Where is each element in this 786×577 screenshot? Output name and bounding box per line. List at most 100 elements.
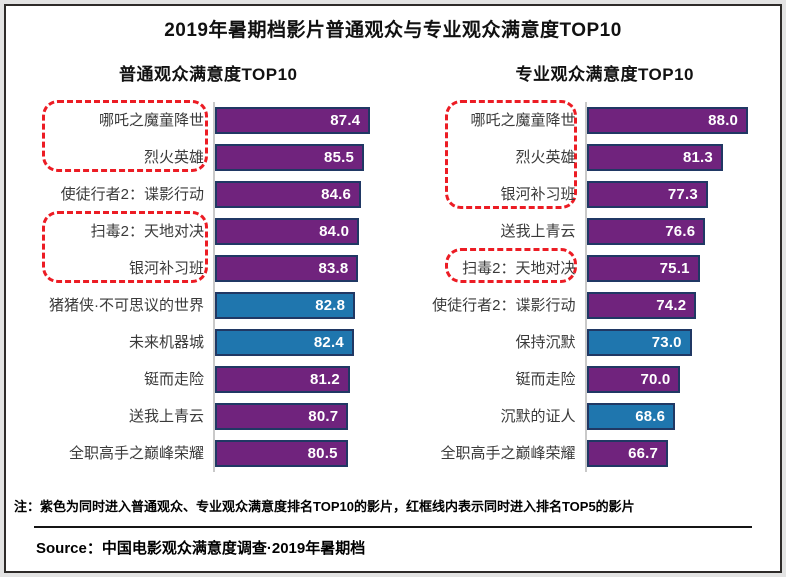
movie-title-label: 保持沉默: [515, 334, 576, 351]
movie-title-label: 使徒行者2：谍影行动: [60, 186, 204, 203]
movie-title-label: 铤而走险: [515, 371, 576, 388]
page-title: 2019年暑期档影片普通观众与专业观众满意度TOP10: [164, 20, 622, 41]
chart-row: 送我上青云 76.6: [416, 213, 751, 250]
bar-value: 85.5: [324, 149, 355, 166]
chart-row: 银河补习班 77.3: [416, 176, 751, 213]
bar-value: 84.0: [319, 223, 350, 240]
satisfaction-bar: 74.2: [586, 292, 697, 319]
chart-row: 哪吒之魔童降世 88.0: [416, 102, 751, 139]
chart-professional-audience: 专业观众满意度TOP10 哪吒之魔童降世 88.0 烈火英雄 81.3 银河补习班 77.…: [416, 64, 767, 472]
bar-track: 82.8: [213, 287, 376, 324]
bar-rows: 哪吒之魔童降世 88.0 烈火英雄 81.3 银河补习班 77.3 送我上青云 76.6 扫毒2…: [416, 102, 751, 472]
chart-row: 铤而走险 81.2: [41, 361, 376, 398]
chart-row: 烈火英雄 81.3: [416, 139, 751, 176]
chart-row: 全职高手之巅峰荣耀 66.7: [416, 435, 751, 472]
movie-title-label: 扫毒2：天地对决: [462, 260, 576, 277]
bar-value: 82.8: [315, 297, 346, 314]
satisfaction-bar: 85.5: [215, 144, 365, 171]
movie-title-label: 使徒行者2：谍影行动: [432, 297, 576, 314]
chart-row: 铤而走险 70.0: [416, 361, 751, 398]
chart-row: 猪猪侠·不可思议的世界 82.8: [41, 287, 376, 324]
satisfaction-bar: 66.7: [586, 440, 669, 467]
chart-row: 银河补习班 83.8: [41, 250, 376, 287]
chart-body-professional: 哪吒之魔童降世 88.0 烈火英雄 81.3 银河补习班 77.3 送我上青云 76.6 扫毒2…: [416, 100, 751, 472]
movie-title-label: 银河补习班: [500, 186, 576, 203]
movie-title-label: 银河补习班: [128, 260, 204, 277]
satisfaction-bar: 84.6: [215, 181, 362, 208]
movie-title-label: 扫毒2：天地对决: [90, 223, 204, 240]
satisfaction-bar: 81.2: [215, 366, 350, 393]
bar-track: 85.5: [213, 139, 376, 176]
satisfaction-bar: 80.7: [215, 403, 349, 430]
bar-track: 82.4: [213, 324, 376, 361]
bar-track: 70.0: [584, 361, 751, 398]
satisfaction-bar: 75.1: [586, 255, 700, 282]
chart-regular-audience: 普通观众满意度TOP10 哪吒之魔童降世 87.4 烈火英雄 85.5 使徒行者2：谍影…: [41, 64, 416, 472]
bar-value: 75.1: [659, 260, 690, 277]
bar-track: 87.4: [213, 102, 376, 139]
bar-value: 77.3: [667, 186, 698, 203]
bar-track: 77.3: [584, 176, 751, 213]
movie-title-label: 猪猪侠·不可思议的世界: [49, 297, 204, 314]
movie-title-label: 哪吒之魔童降世: [470, 112, 576, 129]
chart-panel-frame: 2019年暑期档影片普通观众与专业观众满意度TOP10 普通观众满意度TOP10…: [4, 4, 782, 573]
chart-row: 保持沉默 73.0: [416, 324, 751, 361]
chart-row: 全职高手之巅峰荣耀 80.5: [41, 435, 376, 472]
bar-rows: 哪吒之魔童降世 87.4 烈火英雄 85.5 使徒行者2：谍影行动 84.6 扫毒2：天地对…: [41, 102, 376, 472]
bar-track: 83.8: [213, 250, 376, 287]
bar-track: 68.6: [584, 398, 751, 435]
bar-value: 74.2: [656, 297, 687, 314]
bar-value: 81.3: [682, 149, 713, 166]
satisfaction-bar: 87.4: [215, 107, 371, 134]
chart-body-regular: 哪吒之魔童降世 87.4 烈火英雄 85.5 使徒行者2：谍影行动 84.6 扫毒2：天地对…: [41, 100, 376, 472]
movie-title-label: 烈火英雄: [515, 149, 576, 166]
satisfaction-bar: 80.5: [215, 440, 348, 467]
bar-value: 80.7: [308, 408, 339, 425]
movie-title-label: 未来机器城: [128, 334, 204, 351]
bar-track: 80.7: [213, 398, 376, 435]
bar-value: 81.2: [309, 371, 340, 388]
bar-track: 73.0: [584, 324, 751, 361]
chart-row: 扫毒2：天地对决 84.0: [41, 213, 376, 250]
satisfaction-bar: 84.0: [215, 218, 360, 245]
satisfaction-bar: 82.4: [215, 329, 354, 356]
chart-subtitle-regular: 普通观众满意度TOP10: [118, 65, 298, 84]
movie-title-label: 送我上青云: [500, 223, 576, 240]
bar-value: 70.0: [640, 371, 671, 388]
chart-row: 烈火英雄 85.5: [41, 139, 376, 176]
bar-value: 88.0: [708, 112, 739, 129]
bar-track: 84.6: [213, 176, 376, 213]
bar-track: 81.2: [213, 361, 376, 398]
chart-row: 哪吒之魔童降世 87.4: [41, 102, 376, 139]
bar-value: 76.6: [665, 223, 696, 240]
bar-track: 80.5: [213, 435, 376, 472]
satisfaction-bar: 73.0: [586, 329, 692, 356]
chart-row: 沉默的证人 68.6: [416, 398, 751, 435]
bar-track: 66.7: [584, 435, 751, 472]
bar-value: 87.4: [330, 112, 361, 129]
bar-track: 84.0: [213, 213, 376, 250]
movie-title-label: 沉默的证人: [500, 408, 576, 425]
movie-title-label: 送我上青云: [128, 408, 204, 425]
bar-track: 88.0: [584, 102, 751, 139]
bar-value: 73.0: [651, 334, 682, 351]
movie-title-label: 哪吒之魔童降世: [98, 112, 204, 129]
bar-value: 84.6: [321, 186, 352, 203]
movie-title-label: 烈火英雄: [143, 149, 204, 166]
chart-subtitle-professional: 专业观众满意度TOP10: [515, 65, 695, 84]
chart-row: 送我上青云 80.7: [41, 398, 376, 435]
chart-row: 扫毒2：天地对决 75.1: [416, 250, 751, 287]
chart-row: 使徒行者2：谍影行动 84.6: [41, 176, 376, 213]
satisfaction-bar: 76.6: [586, 218, 706, 245]
movie-title-label: 全职高手之巅峰荣耀: [68, 445, 204, 462]
bar-value: 66.7: [628, 445, 659, 462]
bar-value: 83.8: [318, 260, 349, 277]
source-line: Source：中国电影观众满意度调查·2019年暑期档: [36, 540, 366, 557]
chart-row: 使徒行者2：谍影行动 74.2: [416, 287, 751, 324]
bar-value: 82.4: [313, 334, 344, 351]
charts-container: 普通观众满意度TOP10 哪吒之魔童降世 87.4 烈火英雄 85.5 使徒行者2：谍影…: [6, 64, 780, 472]
bar-track: 74.2: [584, 287, 751, 324]
satisfaction-bar: 88.0: [586, 107, 749, 134]
bar-value: 68.6: [635, 408, 666, 425]
